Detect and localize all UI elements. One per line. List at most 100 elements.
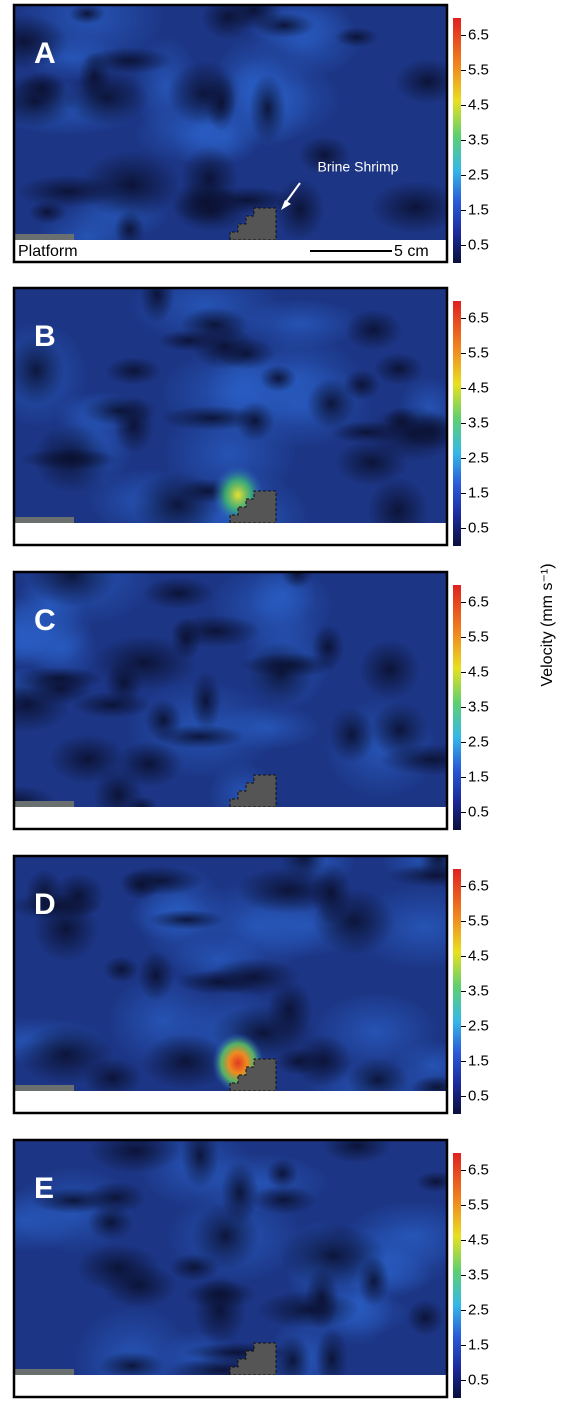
map-dark — [411, 1075, 447, 1091]
map-dark — [29, 200, 66, 224]
colorbar-tick-label: 4.5 — [468, 96, 489, 113]
map-dark — [249, 73, 287, 144]
map-dark — [125, 796, 158, 807]
colorbar-tick-label: 4.5 — [468, 1231, 489, 1248]
colorbar-tick-label: 0.5 — [468, 803, 489, 820]
platform-edge — [14, 801, 74, 807]
colorbar-tick-label: 1.5 — [468, 1336, 489, 1353]
colorbar-tick-label: 5.5 — [468, 1196, 489, 1213]
panel-frame — [12, 3, 449, 264]
map-light — [235, 298, 364, 351]
map-dark — [27, 572, 117, 607]
map-dark — [346, 1057, 409, 1091]
map-dark — [81, 395, 157, 427]
map-dark — [76, 1244, 161, 1292]
map-dark — [380, 743, 447, 776]
map-dark — [220, 1160, 259, 1225]
colorbar-tick-label: 3.5 — [468, 698, 489, 715]
map-dark — [14, 677, 70, 732]
panel: E 0.5 1.5 2.5 3.5 4.5 5.5 6.5 — [12, 1138, 489, 1399]
map-dark — [93, 766, 143, 807]
map-dark — [328, 706, 375, 764]
panel: C 0.5 1.5 2.5 3.5 4.5 5.5 6.5 — [12, 570, 489, 831]
colorbar-tick-label: 2.5 — [468, 166, 489, 183]
colorbar-label: Velocity (mm s⁻¹) — [539, 563, 556, 686]
map-dark — [275, 1047, 323, 1076]
map-dark — [387, 863, 447, 888]
map-dark — [33, 424, 111, 493]
colorbar — [453, 1153, 461, 1398]
map-dark — [180, 145, 238, 212]
colorbar-tick-label: 4.5 — [468, 379, 489, 396]
velocity-map — [14, 572, 447, 807]
map-dark — [274, 1334, 312, 1375]
map-dark — [68, 5, 106, 25]
map-dark — [330, 421, 404, 444]
map-dark — [250, 1185, 317, 1215]
colorbar-tick-label: 5.5 — [468, 344, 489, 361]
brine-shrimp — [229, 490, 277, 523]
colorbar-tick-label: 1.5 — [468, 768, 489, 785]
map-dark — [279, 1223, 387, 1288]
map-dark — [33, 896, 99, 962]
map-dark — [14, 13, 68, 69]
velocity-map — [14, 5, 447, 240]
map-dark — [87, 1203, 134, 1241]
panel-frame — [12, 1138, 449, 1399]
panel-label: A — [34, 37, 56, 70]
map-dark — [266, 1158, 299, 1189]
map-dark — [344, 309, 403, 351]
annotation: Platform — [18, 243, 78, 260]
map-dark — [367, 477, 429, 523]
colorbar — [453, 18, 461, 263]
map-dark — [181, 1140, 220, 1189]
colorbar-tick-label: 1.5 — [468, 484, 489, 501]
map-dark — [121, 870, 161, 900]
velocity-map — [14, 1140, 447, 1375]
map-dark — [334, 27, 378, 48]
map-dark — [169, 1253, 220, 1282]
panel: B 0.5 1.5 2.5 3.5 4.5 5.5 6.5 — [12, 286, 489, 547]
map-dark — [239, 652, 337, 678]
brine-shrimp — [229, 1342, 277, 1375]
colorbar — [453, 301, 461, 546]
map-dark — [184, 1279, 257, 1309]
map-dark — [322, 1140, 391, 1164]
platform — [14, 1091, 447, 1113]
colorbar-tick-label: 6.5 — [468, 1161, 489, 1178]
colorbar-tick-label: 1.5 — [468, 1052, 489, 1069]
colorbar — [453, 869, 461, 1114]
colorbar-tick-label: 0.5 — [468, 1087, 489, 1104]
map-dark — [17, 174, 120, 209]
map-dark — [14, 336, 65, 406]
map-dark — [103, 956, 140, 983]
map-dark — [99, 1351, 165, 1375]
platform — [14, 523, 447, 545]
platform — [14, 807, 447, 829]
map-dark — [180, 307, 249, 343]
panel: A 0.5 1.5 2.5 3.5 4.5 5.5 6.5 — [12, 3, 489, 264]
map-dark — [373, 352, 424, 386]
colorbar-tick-label: 2.5 — [468, 449, 489, 466]
map-dark — [256, 1291, 360, 1329]
colorbar-tick-label: 3.5 — [468, 414, 489, 431]
panel-label: E — [34, 1172, 54, 1205]
colorbar-tick-label: 3.5 — [468, 131, 489, 148]
colorbar-tick-label: 6.5 — [468, 26, 489, 43]
map-dark — [335, 439, 408, 486]
colorbar-tick-label: 4.5 — [468, 663, 489, 680]
brine-shrimp — [229, 207, 277, 240]
map-dark — [359, 639, 420, 700]
velocity-map — [14, 856, 447, 1091]
map-dark — [234, 401, 275, 442]
colorbar — [453, 585, 461, 830]
map-dark — [306, 377, 356, 430]
panel-frame — [12, 570, 449, 831]
map-dark — [395, 58, 447, 104]
map-dark — [89, 1140, 181, 1174]
platform-edge — [14, 234, 74, 240]
map-light — [71, 1304, 196, 1375]
map-dark — [30, 1187, 117, 1214]
map-dark — [406, 1299, 445, 1336]
panel-frame — [12, 286, 449, 547]
